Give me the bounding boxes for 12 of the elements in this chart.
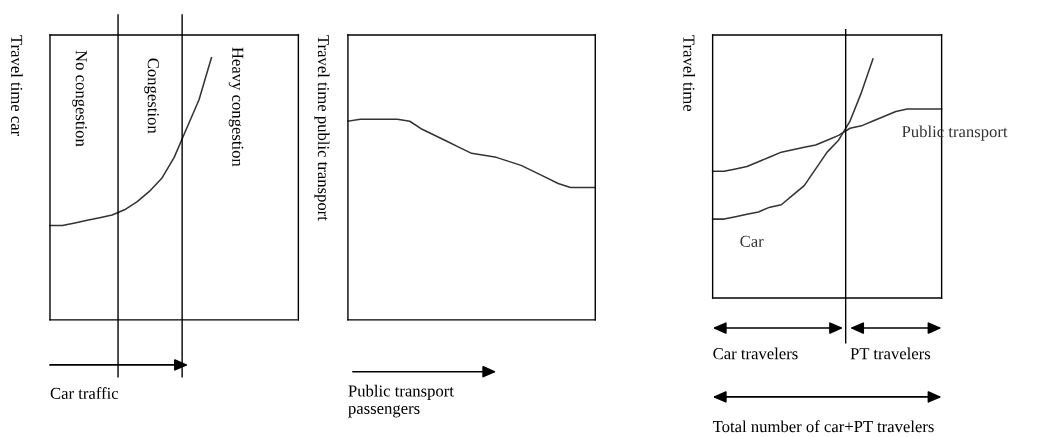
text: PT travelers: [850, 347, 931, 360]
x-axis-title: Car traffic: [50, 387, 119, 399]
annotation: Congestion: [144, 58, 159, 134]
y-axis-title: Travel time car: [11, 35, 23, 137]
text: Total number of car+PT travelers: [712, 420, 934, 433]
annotation: No congestion: [72, 50, 87, 147]
text: Car travelers: [713, 347, 798, 360]
series-label: Car: [740, 235, 764, 247]
annotation: Heavy congestion: [228, 47, 244, 167]
x-axis-title: Public transport passengers: [348, 384, 454, 418]
y-axis-title: Travel time public transport: [314, 35, 330, 221]
y-axis-title: Travel time: [683, 35, 696, 112]
